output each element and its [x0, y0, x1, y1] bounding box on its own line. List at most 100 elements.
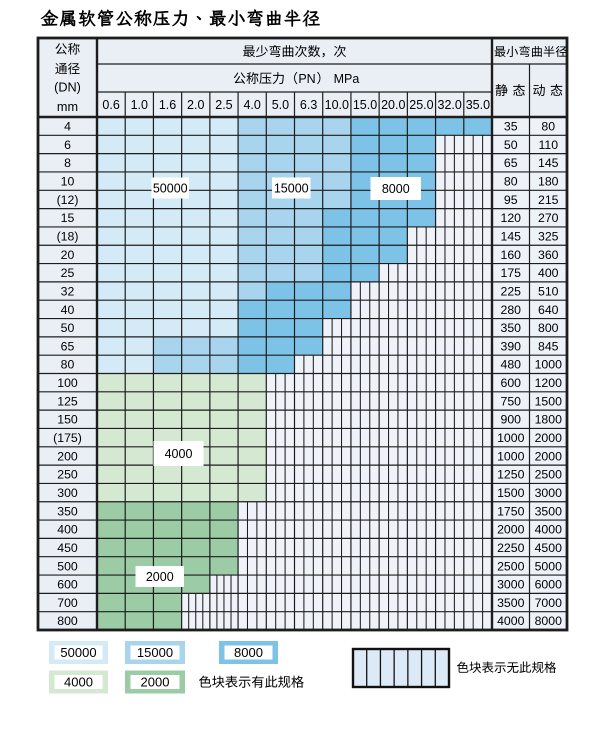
svg-text:4.0: 4.0 — [243, 98, 260, 112]
svg-text:5000: 5000 — [535, 559, 563, 573]
svg-text:4000: 4000 — [64, 675, 93, 690]
svg-text:PN: PN — [298, 72, 315, 86]
svg-text:1500: 1500 — [497, 486, 525, 500]
svg-text:35: 35 — [504, 120, 518, 134]
svg-text:8000: 8000 — [535, 614, 563, 628]
svg-text:5.0: 5.0 — [272, 98, 289, 112]
svg-text:3500: 3500 — [497, 596, 525, 610]
svg-text:2500: 2500 — [535, 468, 563, 482]
svg-text:2000: 2000 — [497, 523, 525, 537]
svg-text:50: 50 — [61, 321, 75, 335]
svg-text:80: 80 — [504, 175, 518, 189]
svg-text:6.3: 6.3 — [300, 98, 317, 112]
svg-text:50000: 50000 — [153, 181, 188, 195]
svg-text:32.0: 32.0 — [438, 98, 462, 112]
svg-text:2000: 2000 — [146, 570, 174, 584]
svg-text:3500: 3500 — [535, 504, 563, 518]
svg-text:150: 150 — [57, 413, 78, 427]
svg-text:200: 200 — [57, 449, 78, 463]
svg-text:180: 180 — [538, 175, 559, 189]
svg-text:2.0: 2.0 — [187, 98, 204, 112]
svg-text:8000: 8000 — [234, 645, 263, 660]
svg-text:1800: 1800 — [535, 413, 563, 427]
svg-text:2000: 2000 — [535, 449, 563, 463]
svg-text:225: 225 — [500, 284, 521, 298]
svg-text:120: 120 — [500, 211, 521, 225]
svg-text:700: 700 — [57, 596, 78, 610]
svg-text:390: 390 — [500, 339, 521, 353]
svg-text:4000: 4000 — [165, 447, 193, 461]
svg-text:1500: 1500 — [535, 394, 563, 408]
svg-text:35.0: 35.0 — [466, 98, 490, 112]
svg-text:500: 500 — [57, 559, 78, 573]
svg-text:600: 600 — [500, 376, 521, 390]
svg-text:250: 250 — [57, 468, 78, 482]
svg-text:15.0: 15.0 — [353, 98, 377, 112]
svg-text:4000: 4000 — [497, 614, 525, 628]
svg-text:900: 900 — [500, 413, 521, 427]
svg-text:2500: 2500 — [497, 559, 525, 573]
svg-text:2250: 2250 — [497, 541, 525, 555]
svg-text:7000: 7000 — [535, 596, 563, 610]
svg-text:15: 15 — [61, 211, 75, 225]
svg-text:65: 65 — [504, 156, 518, 170]
svg-text:145: 145 — [500, 229, 521, 243]
svg-text:270: 270 — [538, 211, 559, 225]
svg-text:15000: 15000 — [274, 181, 309, 195]
svg-text:145: 145 — [538, 156, 559, 170]
svg-text:175: 175 — [500, 266, 521, 280]
svg-text:1.6: 1.6 — [159, 98, 176, 112]
svg-text:600: 600 — [57, 578, 78, 592]
svg-text:0.6: 0.6 — [102, 98, 119, 112]
svg-text:4500: 4500 — [535, 541, 563, 555]
svg-text:15000: 15000 — [137, 645, 173, 660]
svg-text:mm: mm — [57, 100, 78, 114]
svg-text:100: 100 — [57, 376, 78, 390]
svg-text:3000: 3000 — [535, 486, 563, 500]
svg-text:1750: 1750 — [497, 504, 525, 518]
svg-text:95: 95 — [504, 193, 518, 207]
svg-text:845: 845 — [538, 339, 559, 353]
svg-text:325: 325 — [538, 229, 559, 243]
svg-text:MPa: MPa — [334, 72, 360, 86]
svg-text:4000: 4000 — [535, 523, 563, 537]
svg-text:25.0: 25.0 — [409, 98, 433, 112]
svg-text:20: 20 — [61, 248, 75, 262]
svg-text:50: 50 — [504, 138, 518, 152]
svg-text:300: 300 — [57, 486, 78, 500]
svg-text:1.0: 1.0 — [131, 98, 148, 112]
svg-text:350: 350 — [500, 321, 521, 335]
svg-text:8: 8 — [64, 156, 71, 170]
svg-text:(DN): (DN) — [54, 81, 81, 95]
svg-text:125: 125 — [57, 394, 78, 408]
svg-text:640: 640 — [538, 303, 559, 317]
svg-text:510: 510 — [538, 284, 559, 298]
svg-text:280: 280 — [500, 303, 521, 317]
svg-text:800: 800 — [57, 614, 78, 628]
svg-text:32: 32 — [61, 284, 75, 298]
svg-text:800: 800 — [538, 321, 559, 335]
svg-text:1000: 1000 — [535, 358, 563, 372]
svg-text:25: 25 — [61, 266, 75, 280]
svg-text:400: 400 — [538, 266, 559, 280]
svg-text:80: 80 — [61, 358, 75, 372]
svg-text:50000: 50000 — [60, 645, 96, 660]
svg-text:65: 65 — [61, 339, 75, 353]
svg-text:215: 215 — [538, 193, 559, 207]
svg-text:6: 6 — [64, 138, 71, 152]
svg-text:450: 450 — [57, 541, 78, 555]
svg-text:6000: 6000 — [535, 578, 563, 592]
svg-text:80: 80 — [541, 120, 555, 134]
svg-text:2000: 2000 — [535, 431, 563, 445]
svg-text:1000: 1000 — [497, 431, 525, 445]
svg-text:110: 110 — [538, 138, 558, 152]
svg-text:400: 400 — [57, 523, 78, 537]
svg-text:40: 40 — [61, 303, 75, 317]
svg-text:(12): (12) — [57, 193, 79, 207]
svg-text:4: 4 — [64, 120, 71, 134]
svg-text:10.0: 10.0 — [325, 98, 349, 112]
svg-text:2000: 2000 — [141, 675, 170, 690]
svg-text:1250: 1250 — [497, 468, 525, 482]
svg-text:160: 160 — [500, 248, 521, 262]
svg-text:480: 480 — [500, 358, 521, 372]
